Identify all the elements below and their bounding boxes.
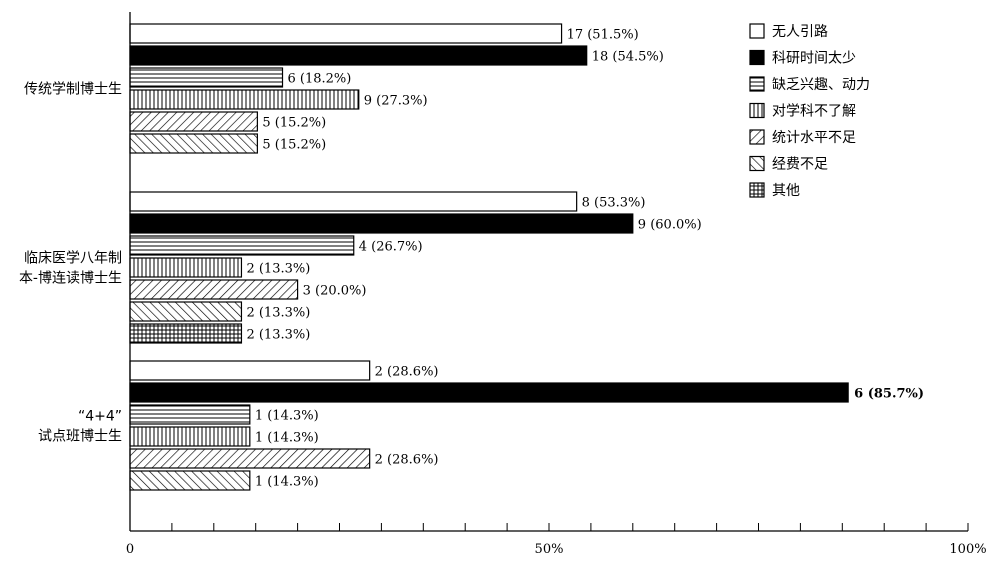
data-label-2-4: 2 (28.6%) [375, 453, 439, 468]
bar-0-2 [129, 67, 284, 88]
x-tick-label-1: 50% [535, 542, 564, 557]
legend-label-0: 无人引路 [772, 24, 828, 40]
legend-swatch-2 [749, 76, 765, 92]
bar-0-3 [129, 89, 360, 110]
data-label-1-3: 2 (13.3%) [246, 262, 310, 277]
data-label-2-1: 6 (85.7%) [854, 387, 924, 402]
legend-swatch-1 [749, 49, 765, 66]
group-label-2-0: “4+4” [78, 409, 122, 425]
x-tick-label-2: 100% [949, 542, 986, 557]
legend-label-6: 其他 [772, 183, 800, 199]
bar-0-0 [129, 23, 563, 44]
bar-1-4 [129, 279, 299, 300]
data-label-2-5: 1 (14.3%) [255, 475, 319, 490]
data-label-1-1: 9 (60.0%) [638, 218, 702, 233]
data-label-1-4: 3 (20.0%) [303, 284, 367, 299]
legend-label-1: 科研时间太少 [772, 51, 856, 67]
data-label-2-0: 2 (28.6%) [375, 365, 439, 380]
data-label-2-3: 1 (14.3%) [255, 431, 319, 446]
legend-swatch-6 [749, 182, 765, 198]
data-label-1-2: 4 (26.7%) [359, 240, 423, 255]
bar-1-6 [129, 323, 243, 344]
group-label-0-0: 传统学制博士生 [24, 81, 122, 98]
data-label-0-1: 18 (54.5%) [592, 50, 664, 65]
bar-1-2 [129, 235, 355, 256]
legend-label-4: 统计水平不足 [772, 130, 856, 146]
bar-1-3 [129, 257, 243, 278]
data-label-1-5: 2 (13.3%) [246, 306, 310, 321]
legend-label-2: 缺乏兴趣、动力 [772, 77, 870, 93]
bar-2-3 [129, 426, 251, 447]
data-label-0-5: 5 (15.2%) [262, 138, 326, 153]
legend-label-5: 经费不足 [772, 157, 828, 173]
data-label-1-0: 8 (53.3%) [582, 196, 646, 211]
bar-2-4 [129, 448, 371, 469]
bar-0-4 [129, 111, 258, 132]
bar-0-5 [129, 133, 258, 154]
bar-2-2 [129, 404, 251, 425]
bar-1-0 [129, 191, 578, 212]
bar-0-1 [129, 45, 588, 66]
bar-2-5 [129, 470, 251, 491]
legend-label-3: 对学科不了解 [772, 104, 856, 120]
x-tick-label-0: 0 [126, 542, 134, 557]
data-label-0-3: 9 (27.3%) [364, 94, 428, 109]
data-label-1-6: 2 (13.3%) [246, 328, 310, 343]
data-label-0-2: 6 (18.2%) [288, 72, 352, 87]
data-label-0-0: 17 (51.5%) [567, 28, 639, 43]
data-label-2-2: 1 (14.3%) [255, 409, 319, 424]
group-label-1-1: 本-博连读博士生 [19, 270, 122, 287]
legend-swatch-4 [749, 129, 765, 145]
bar-2-1 [129, 382, 849, 403]
legend-swatch-3 [749, 102, 765, 119]
bar-2-0 [129, 360, 371, 381]
group-label-2-1: 试点班博士生 [38, 428, 122, 445]
legend-swatch-0 [749, 23, 765, 39]
bar-1-5 [129, 301, 243, 322]
bar-1-1 [129, 213, 634, 234]
group-label-1-0: 临床医学八年制 [24, 251, 122, 267]
data-label-0-4: 5 (15.2%) [262, 116, 326, 131]
legend-swatch-5 [749, 155, 765, 172]
